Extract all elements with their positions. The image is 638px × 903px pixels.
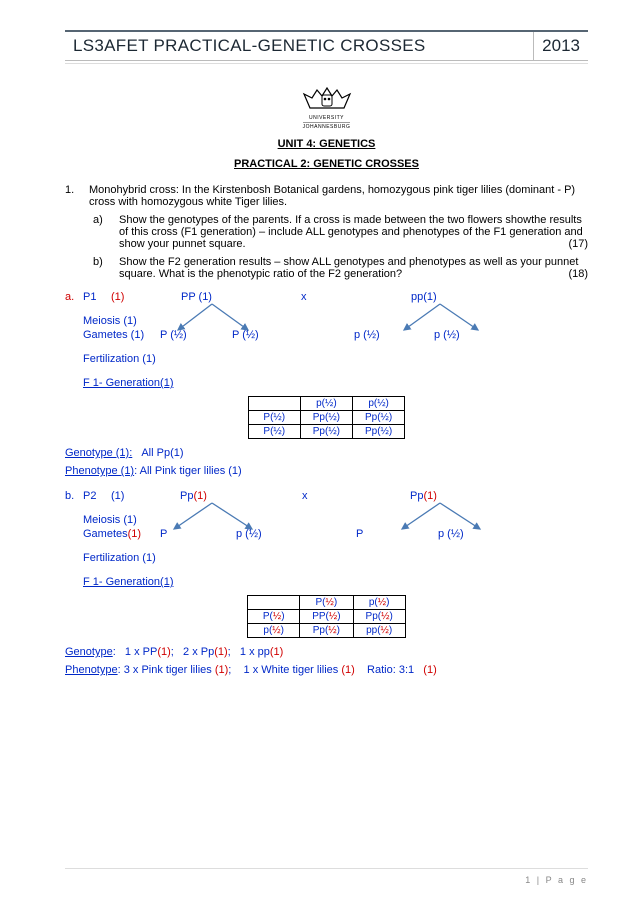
a-fert: Fertilization (1) (65, 353, 205, 365)
q1a-num: a) (89, 214, 119, 250)
doc-title: LS3AFET PRACTICAL-GENETIC CROSSES (65, 32, 533, 60)
doc-year: 2013 (533, 32, 588, 60)
cell: p(½) (353, 397, 405, 411)
a-pheno-label: Phenotype (1) (65, 465, 134, 477)
a-gam-r1: p (½) (354, 329, 434, 341)
cell: P(½) (248, 610, 300, 624)
cell: Pp(½) (300, 425, 352, 439)
cell: pp(½) (353, 624, 405, 638)
cell: Pp(½) (300, 411, 352, 425)
b-geno: Genotype: 1 x PP(1); 2 x Pp(1); 1 x pp(1… (65, 646, 588, 658)
cell: p(½) (300, 397, 352, 411)
q1-num: 1. (65, 184, 89, 208)
a-gam-l1: P (½) (160, 329, 232, 341)
b-gam-l2: p (½) (236, 528, 356, 540)
question-1: 1. Monohybrid cross: In the Kirstenbosh … (65, 184, 588, 208)
cell: p(½) (248, 624, 300, 638)
university-logo: UNIVERSITY JOHANNESBURG (300, 84, 354, 130)
page-footer: 1 | P a g e (525, 875, 588, 885)
cell: p(½) (353, 596, 405, 610)
q1a-text: Show the genotypes of the parents. If a … (119, 214, 583, 250)
question-1a: a) Show the genotypes of the parents. If… (65, 214, 588, 250)
footer-divider (65, 868, 588, 869)
ans-b-fert: Fertilization (1) (65, 551, 588, 565)
a-meiosis: Meiosis (1) (65, 315, 160, 327)
b-meiosis: Meiosis (1) (65, 514, 160, 526)
ans-a-fert: Fertilization (1) (65, 352, 588, 366)
a-pheno-val: : All Pink tiger lilies (1) (134, 465, 242, 477)
p2-tag: P2 (83, 490, 111, 502)
ans-b-meiosis: Meiosis (1) (65, 513, 588, 527)
unit-title: UNIT 4: GENETICS (65, 138, 588, 150)
title-block: UNIT 4: GENETICS PRACTICAL 2: GENETIC CR… (65, 138, 588, 170)
b-gam-tag: Gametes(1) (65, 528, 160, 540)
cell: P(½) (248, 425, 300, 439)
a-geno-label: Genotype (1): (65, 447, 132, 459)
b-fert: Fertilization (1) (65, 552, 205, 564)
b-geno-label: Genotype (65, 646, 113, 658)
cell: Pp(½) (300, 624, 353, 638)
a-pheno: Phenotype (1): All Pink tiger lilies (1) (65, 465, 588, 477)
cell (248, 596, 300, 610)
b-pheno-label: Phenotype (65, 664, 118, 676)
page-header: LS3AFET PRACTICAL-GENETIC CROSSES 2013 (65, 30, 588, 61)
crest-icon (300, 84, 354, 114)
a-geno: Genotype (1): All Pp(1) (65, 447, 588, 459)
header-underline (65, 63, 588, 64)
a-punnett: p(½)p(½) P(½)Pp(½)Pp(½) P(½)Pp(½)Pp(½) (248, 396, 405, 439)
logo-city: JOHANNESBURG (303, 122, 351, 130)
cell: P(½) (248, 411, 300, 425)
b-pheno: Phenotype: 3 x Pink tiger lilies (1); 1 … (65, 664, 588, 676)
a-geno-val: All Pp(1) (141, 447, 183, 459)
logo-block: UNIVERSITY JOHANNESBURG (65, 84, 588, 130)
cell: Pp(½) (353, 411, 405, 425)
question-1b: b) Show the F2 generation results – show… (65, 256, 588, 280)
logo-uni: UNIVERSITY (309, 115, 344, 121)
b-punnett: P(½)p(½) P(½)PP(½)Pp(½) p(½)Pp(½)pp(½) (247, 595, 406, 638)
a-gam-r2: p (½) (434, 329, 460, 341)
b-f1: F 1- Generation(1) (65, 576, 173, 588)
q1b-marks: (18) (568, 268, 588, 280)
p1-tag: P1 (83, 291, 111, 303)
q1-body: Monohybrid cross: In the Kirstenbosh Bot… (89, 184, 588, 208)
b-gam-r1: P (356, 528, 438, 540)
ans-a-f1: F 1- Generation(1) (65, 376, 588, 390)
q1a-marks: (17) (568, 238, 588, 250)
a-gam-tag: Gametes (1) (65, 329, 160, 341)
cell (248, 397, 300, 411)
b-gam-r2: p (½) (438, 528, 464, 540)
q1b-num: b) (89, 256, 119, 280)
ans-b-f1: F 1- Generation(1) (65, 575, 588, 589)
cell: P(½) (300, 596, 353, 610)
q1b-body: Show the F2 generation results – show AL… (119, 256, 588, 280)
a-gam-l2: P (½) (232, 329, 354, 341)
cell: Pp(½) (353, 425, 405, 439)
cell: Pp(½) (353, 610, 405, 624)
q1a-body: Show the genotypes of the parents. If a … (119, 214, 588, 250)
ans-a-label: a. (65, 291, 83, 303)
cell: PP(½) (300, 610, 353, 624)
practical-title: PRACTICAL 2: GENETIC CROSSES (65, 158, 588, 170)
q1b-text: Show the F2 generation results – show AL… (119, 256, 578, 280)
ans-a-meiosis: Meiosis (1) (65, 314, 588, 328)
ans-b-label: b. (65, 490, 83, 502)
b-gam-l1: P (160, 528, 236, 540)
a-f1: F 1- Generation(1) (65, 377, 173, 389)
